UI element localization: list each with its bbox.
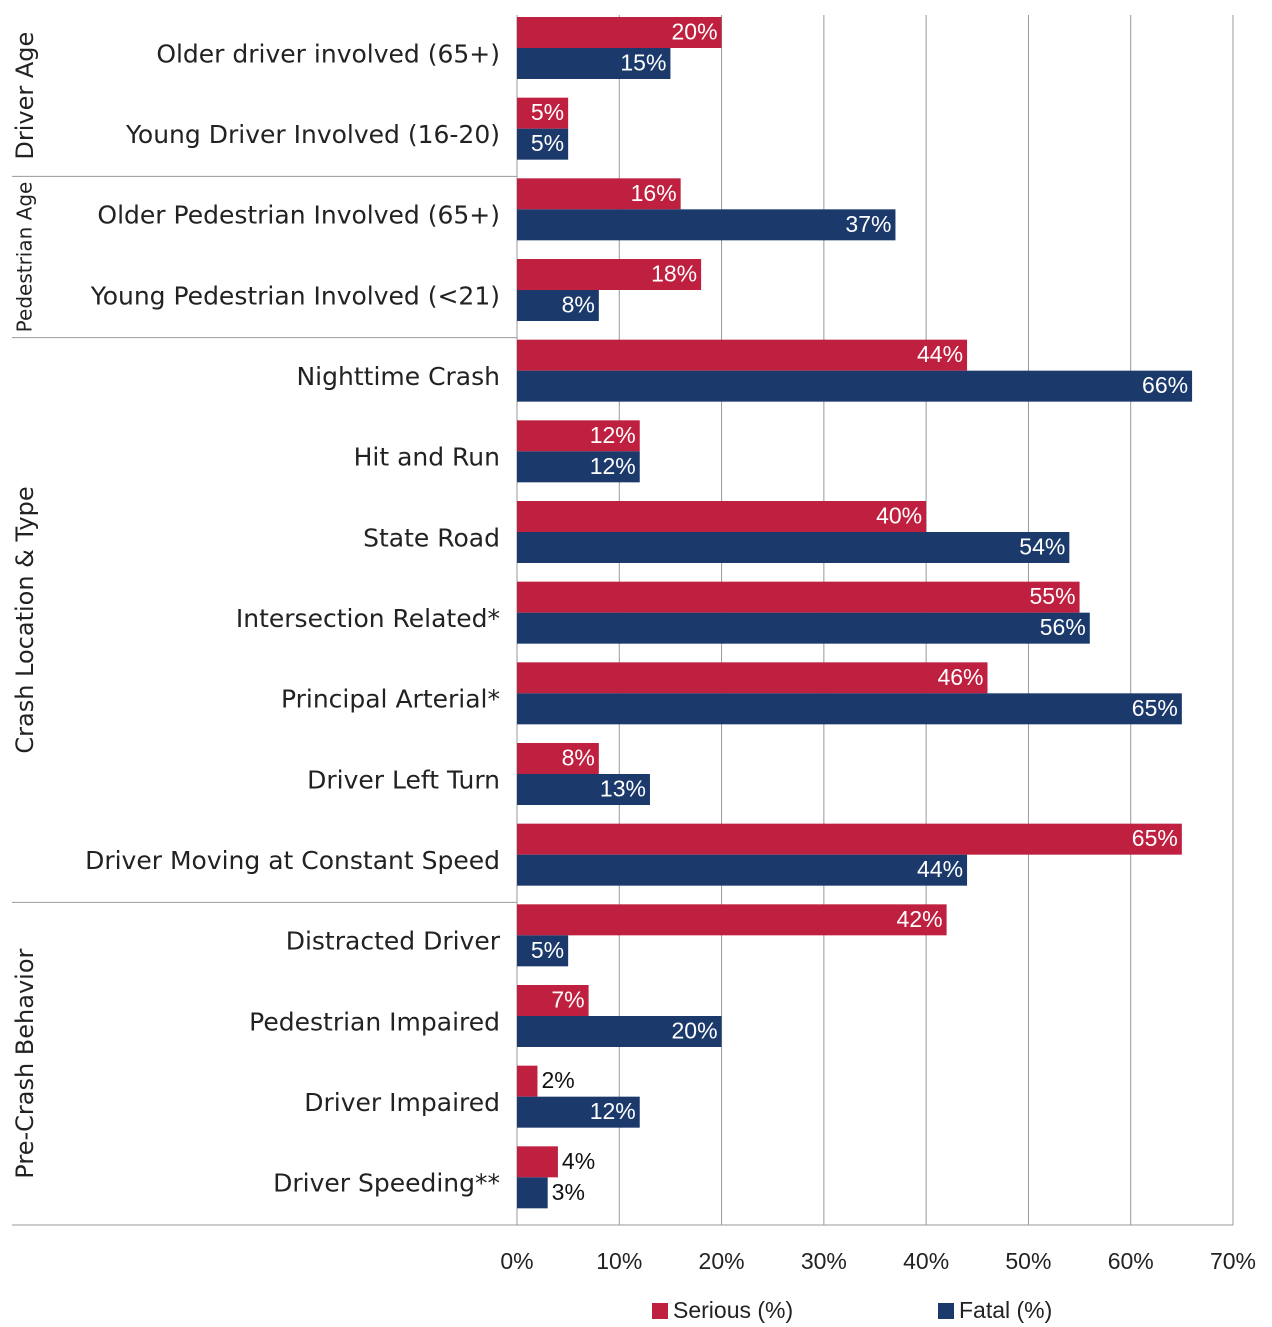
category-label: Driver Moving at Constant Speed <box>85 846 500 875</box>
bar <box>517 97 569 129</box>
bar <box>517 743 599 774</box>
x-tick-label: 0% <box>500 1248 533 1274</box>
bar <box>517 128 569 160</box>
value-label: 4% <box>562 1148 595 1174</box>
value-label: 20% <box>672 1018 718 1044</box>
bar <box>517 612 1090 644</box>
bar <box>517 339 968 371</box>
value-label: 44% <box>917 856 963 882</box>
category-label: Hit and Run <box>354 443 500 472</box>
value-label: 12% <box>590 453 636 479</box>
legend-label: Fatal (%) <box>959 1297 1052 1323</box>
category-label: Older driver involved (65+) <box>156 39 500 68</box>
bar <box>517 774 650 805</box>
legend-swatch <box>938 1303 954 1319</box>
bar <box>517 1177 548 1209</box>
bar <box>517 209 896 241</box>
category-label: Driver Speeding** <box>273 1169 500 1198</box>
category-label: Pedestrian Impaired <box>249 1007 500 1036</box>
value-label: 8% <box>562 292 595 318</box>
value-label: 20% <box>672 19 718 45</box>
value-label: 18% <box>651 261 697 287</box>
value-label: 5% <box>531 937 564 963</box>
value-label: 5% <box>531 99 564 125</box>
category-label: Intersection Related* <box>236 604 500 633</box>
category-label: Driver Impaired <box>304 1088 500 1117</box>
bar <box>517 1016 722 1047</box>
value-label: 55% <box>1030 583 1076 609</box>
x-tick-label: 10% <box>596 1248 642 1274</box>
value-label: 65% <box>1132 825 1178 851</box>
value-label: 16% <box>631 180 677 206</box>
legend-swatch <box>652 1303 668 1319</box>
bar <box>517 854 968 886</box>
category-label: Distracted Driver <box>286 927 501 956</box>
bar <box>517 370 1193 402</box>
value-label: 2% <box>541 1067 574 1093</box>
value-label: 37% <box>845 211 891 237</box>
bar <box>517 420 640 452</box>
bar <box>517 904 947 936</box>
bar <box>517 823 1182 855</box>
bar <box>517 501 927 532</box>
value-label: 42% <box>897 906 943 932</box>
bar <box>517 17 722 48</box>
bar <box>517 693 1182 725</box>
category-label: Principal Arterial* <box>281 685 500 714</box>
x-tick-label: 30% <box>801 1248 847 1274</box>
group-label: Pre-Crash Behavior <box>11 949 39 1179</box>
bar <box>517 532 1070 563</box>
x-tick-label: 60% <box>1108 1248 1154 1274</box>
category-label: Young Driver Involved (16-20) <box>125 120 500 149</box>
bar <box>517 581 1080 613</box>
bar <box>517 178 681 210</box>
value-label: 46% <box>937 664 983 690</box>
bar <box>517 48 671 79</box>
legend-label: Serious (%) <box>673 1297 793 1323</box>
value-label: 12% <box>590 422 636 448</box>
category-label: Nighttime Crash <box>296 362 500 391</box>
bar <box>517 290 599 321</box>
category-label: Older Pedestrian Involved (65+) <box>97 201 500 230</box>
value-label: 15% <box>620 50 666 76</box>
value-label: 65% <box>1132 695 1178 721</box>
x-tick-label: 20% <box>699 1248 745 1274</box>
value-label: 56% <box>1040 614 1086 640</box>
value-label: 7% <box>551 987 584 1013</box>
value-label: 5% <box>531 130 564 156</box>
value-label: 54% <box>1019 534 1065 560</box>
category-label: Driver Left Turn <box>307 765 500 794</box>
bar <box>517 1096 640 1128</box>
value-label: 12% <box>590 1098 636 1124</box>
bar <box>517 451 640 483</box>
value-label: 44% <box>917 341 963 367</box>
category-label: Young Pedestrian Involved (<21) <box>90 281 500 310</box>
value-label: 3% <box>552 1179 585 1205</box>
bar <box>517 1146 558 1178</box>
value-label: 8% <box>562 745 595 771</box>
value-label: 13% <box>600 776 646 802</box>
group-label: Crash Location & Type <box>11 486 39 753</box>
x-tick-label: 40% <box>903 1248 949 1274</box>
category-label: State Road <box>363 523 500 552</box>
bar <box>517 662 988 694</box>
bar <box>517 985 589 1016</box>
bar <box>517 259 702 290</box>
x-tick-label: 70% <box>1210 1248 1256 1274</box>
bar <box>517 935 569 967</box>
bar <box>517 1065 538 1097</box>
x-tick-label: 50% <box>1005 1248 1051 1274</box>
group-label: Driver Age <box>11 32 39 160</box>
group-label: Pedestrian Age <box>13 182 37 333</box>
value-label: 40% <box>876 503 922 529</box>
value-label: 66% <box>1142 372 1188 398</box>
